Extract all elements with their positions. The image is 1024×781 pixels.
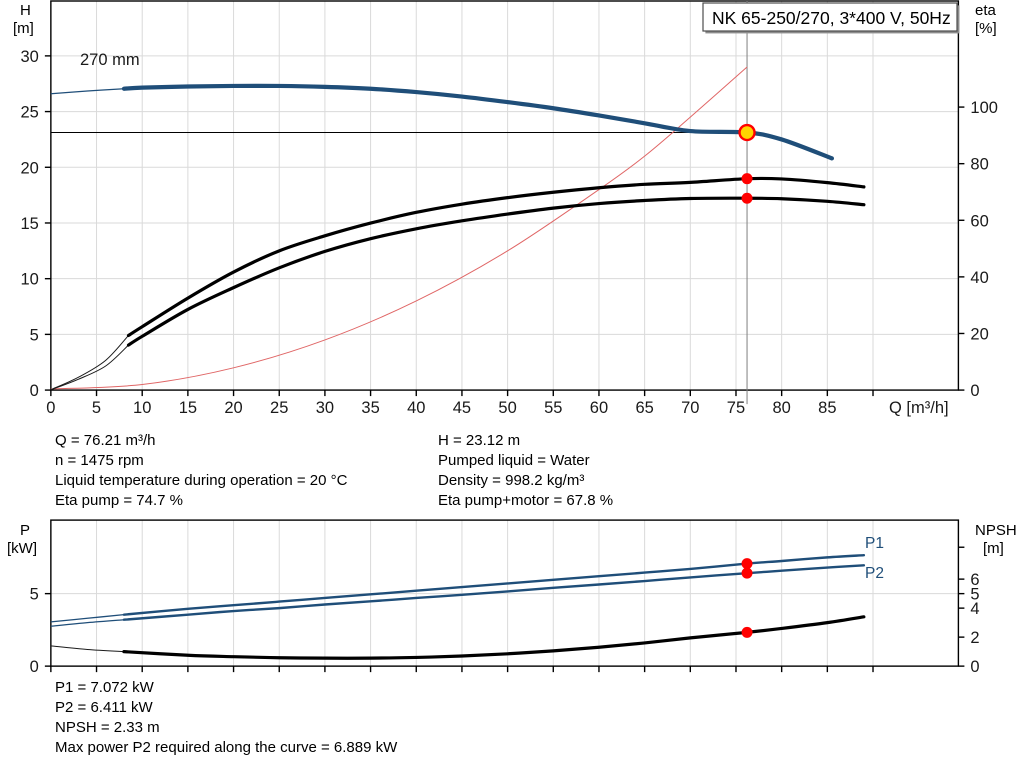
svg-text:0: 0 — [970, 382, 979, 400]
svg-text:75: 75 — [727, 399, 745, 417]
svg-text:6: 6 — [970, 571, 979, 589]
svg-text:20: 20 — [224, 399, 242, 417]
svg-text:5: 5 — [92, 399, 101, 417]
svg-text:35: 35 — [361, 399, 379, 417]
svg-text:15: 15 — [179, 399, 197, 417]
svg-text:270 mm: 270 mm — [80, 51, 140, 69]
svg-text:30: 30 — [316, 399, 334, 417]
svg-text:40: 40 — [407, 399, 425, 417]
svg-text:0: 0 — [30, 658, 39, 676]
svg-text:45: 45 — [453, 399, 471, 417]
svg-text:100: 100 — [970, 99, 998, 117]
svg-text:80: 80 — [970, 156, 988, 174]
svg-text:40: 40 — [970, 269, 988, 287]
svg-text:65: 65 — [635, 399, 653, 417]
svg-text:50: 50 — [498, 399, 516, 417]
svg-text:60: 60 — [970, 212, 988, 230]
svg-text:30: 30 — [21, 48, 39, 66]
svg-text:NK 65-250/270, 3*400 V, 50Hz: NK 65-250/270, 3*400 V, 50Hz — [712, 8, 951, 28]
svg-text:0: 0 — [970, 658, 979, 676]
svg-text:P1: P1 — [865, 535, 884, 552]
svg-text:Q [m³/h]: Q [m³/h] — [889, 399, 949, 417]
svg-text:P2: P2 — [865, 565, 884, 582]
svg-text:15: 15 — [21, 215, 39, 233]
svg-text:55: 55 — [544, 399, 562, 417]
svg-text:60: 60 — [590, 399, 608, 417]
svg-text:10: 10 — [21, 271, 39, 289]
svg-text:85: 85 — [818, 399, 836, 417]
svg-text:80: 80 — [772, 399, 790, 417]
svg-text:0: 0 — [30, 382, 39, 400]
svg-text:5: 5 — [30, 586, 39, 604]
svg-text:0: 0 — [46, 399, 55, 417]
svg-text:5: 5 — [30, 326, 39, 344]
svg-text:20: 20 — [970, 325, 988, 343]
svg-text:10: 10 — [133, 399, 151, 417]
svg-text:2: 2 — [970, 629, 979, 647]
svg-text:70: 70 — [681, 399, 699, 417]
svg-text:25: 25 — [21, 104, 39, 122]
svg-text:20: 20 — [21, 159, 39, 177]
svg-text:25: 25 — [270, 399, 288, 417]
